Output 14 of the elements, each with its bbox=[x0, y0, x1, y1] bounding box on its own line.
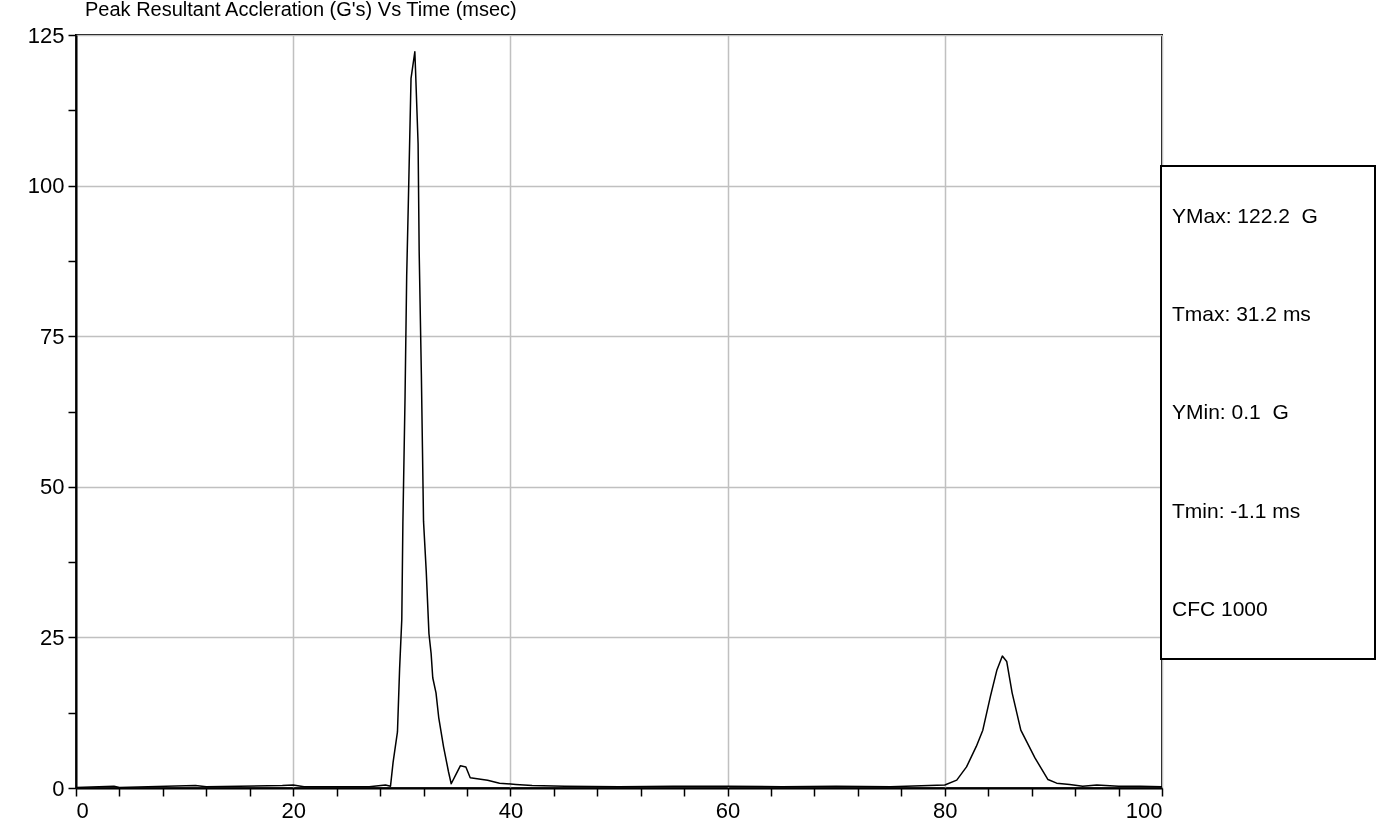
x-tick-label: 100 bbox=[1125, 797, 1163, 823]
y-tick-label: 75 bbox=[40, 323, 65, 349]
x-tick-label: 0 bbox=[76, 797, 89, 823]
chart-title: Peak Resultant Accleration (G's) Vs Time (msec) bbox=[85, 0, 517, 20]
y-tick-label: 50 bbox=[40, 474, 65, 500]
x-tick-label: 20 bbox=[281, 797, 306, 823]
y-tick-label: 125 bbox=[27, 22, 65, 48]
x-tick-label: 40 bbox=[498, 797, 524, 823]
x-tick-label: 60 bbox=[715, 797, 741, 823]
y-tick-label: 25 bbox=[40, 624, 65, 650]
x-tick-label: 80 bbox=[933, 797, 958, 823]
y-tick-label: 0 bbox=[52, 775, 65, 801]
y-tick-label: 100 bbox=[27, 173, 65, 199]
text-box: YMax: 122.2 G Tmax: 31.2 ms YMin: 0.1 G Tmin: -1.1 ms CFC 1000 bbox=[1160, 165, 1376, 660]
